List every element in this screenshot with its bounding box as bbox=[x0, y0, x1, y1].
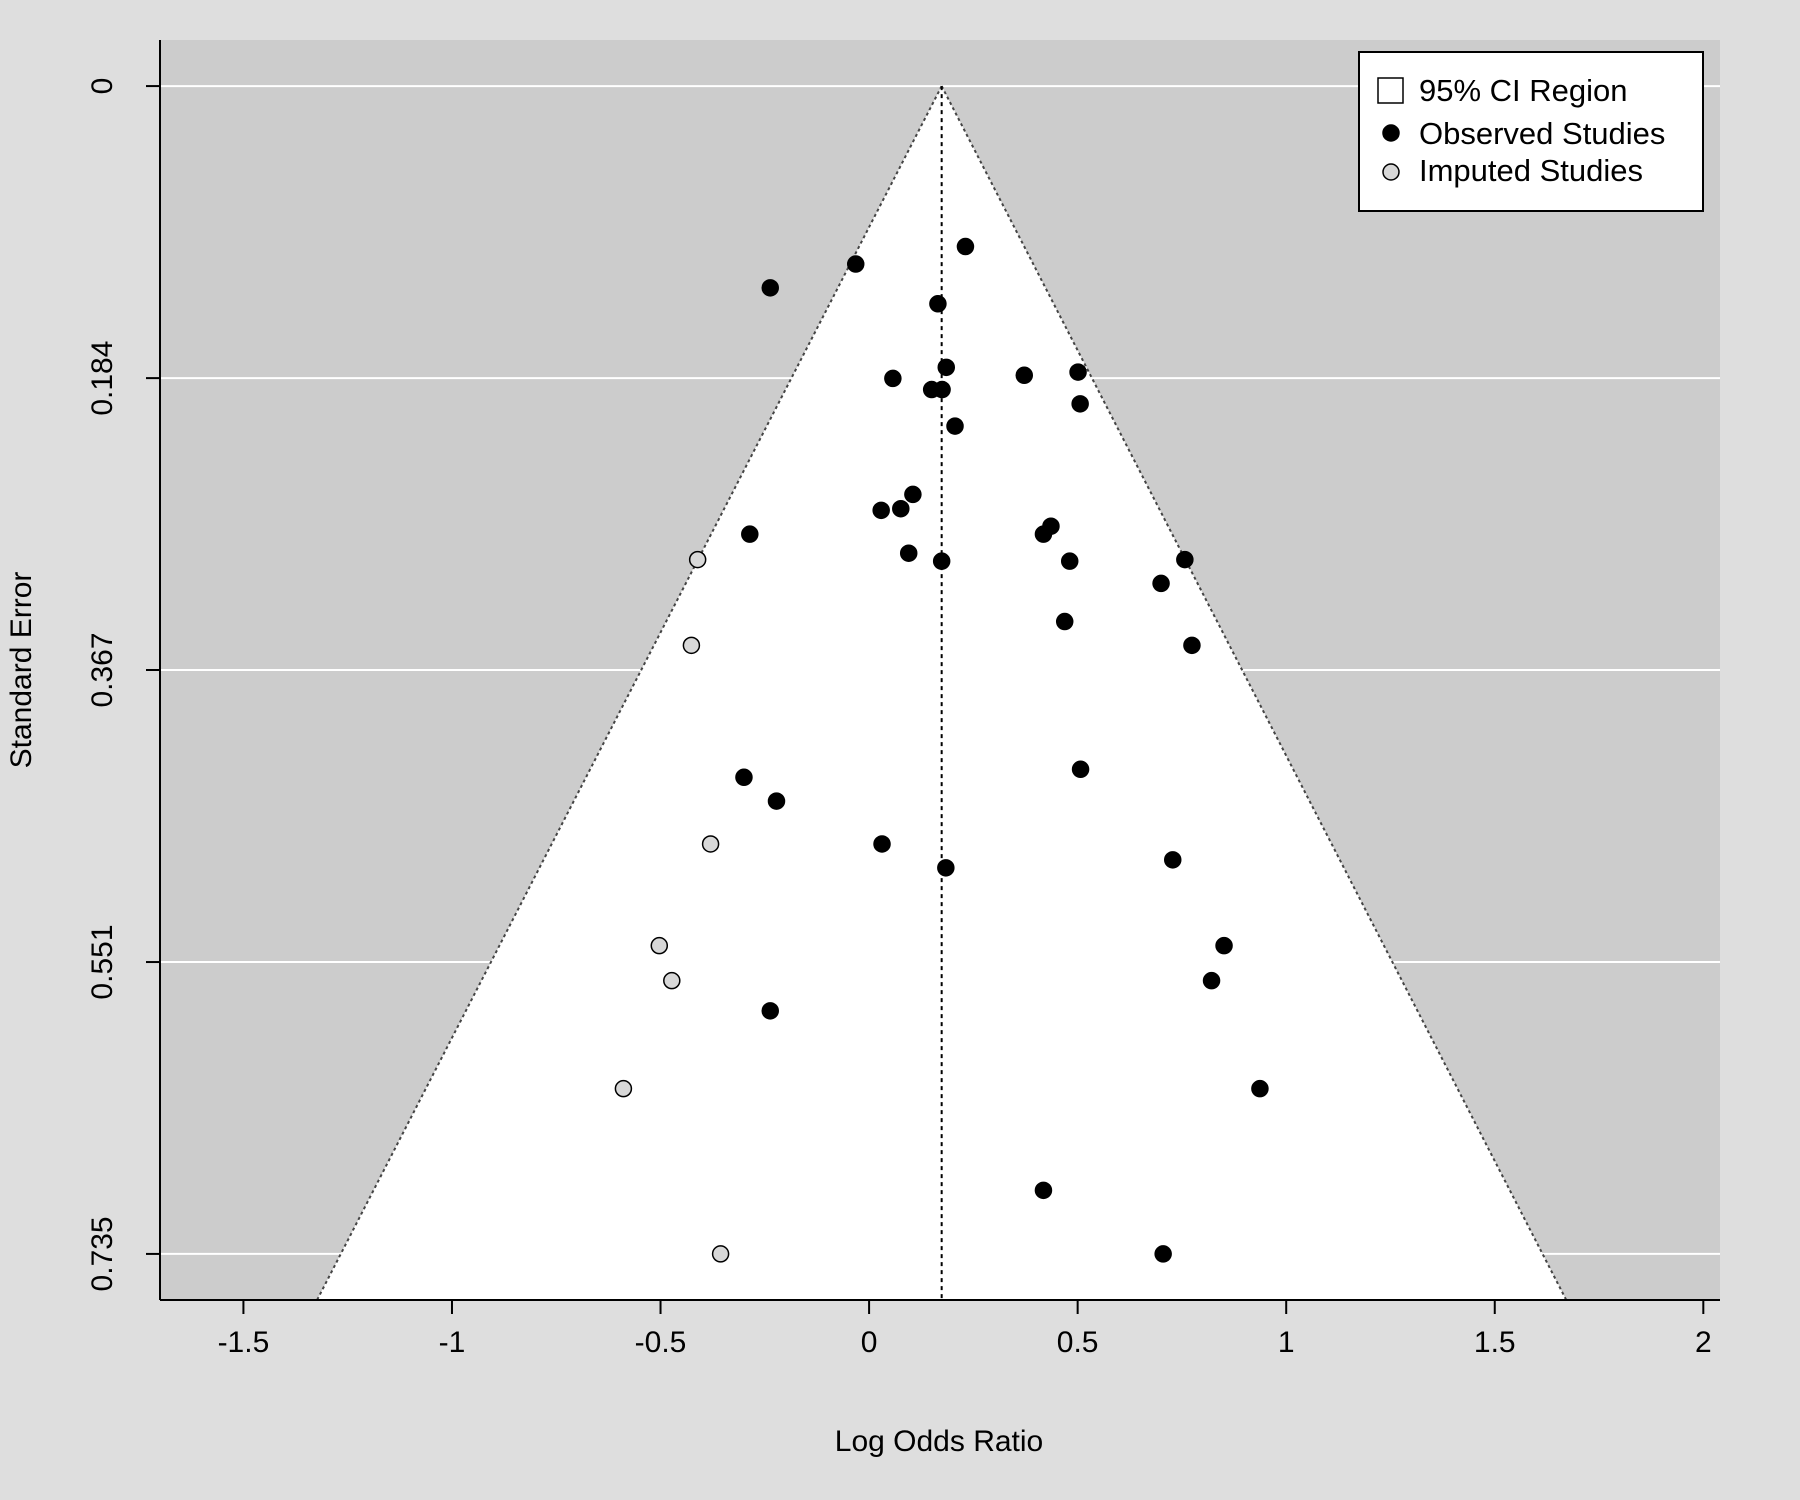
imputed-study-point-6 bbox=[711, 1245, 730, 1263]
y-tick-label-3: 0.551 bbox=[86, 925, 119, 1000]
x-tick-label-7: 2 bbox=[1695, 1326, 1712, 1359]
observed-study-point-4 bbox=[937, 358, 956, 377]
observed-study-point-27 bbox=[767, 792, 786, 810]
legend: 95% CI Region Observed Studies Imputed S… bbox=[1358, 51, 1704, 212]
imputed-study-point-4 bbox=[663, 971, 681, 990]
x-tick-label-2: -0.5 bbox=[635, 1326, 687, 1359]
observed-study-point-17 bbox=[1034, 525, 1053, 543]
observed-study-point-22 bbox=[1152, 574, 1170, 593]
x-tick-label-5: 1 bbox=[1278, 1326, 1295, 1359]
observed-study-point-20 bbox=[1060, 552, 1079, 570]
observed-study-point-10 bbox=[1071, 395, 1089, 413]
axes: Log Odds Ratio Standard Error -1.5 -1 -0.5… bbox=[5, 40, 1720, 1458]
y-tick-label-4: 0.735 bbox=[86, 1216, 119, 1291]
observed-study-point-33 bbox=[761, 1002, 779, 1020]
legend-observed-marker bbox=[1382, 124, 1400, 142]
observed-study-point-31 bbox=[1215, 936, 1233, 955]
observed-study-point-29 bbox=[937, 859, 955, 877]
observed-study-point-2 bbox=[761, 279, 779, 297]
x-tick-label-0: -1.5 bbox=[218, 1326, 270, 1359]
observed-study-point-1 bbox=[846, 255, 865, 273]
data-points bbox=[614, 237, 1269, 1263]
observed-study-point-0 bbox=[956, 237, 975, 256]
legend-imputed-label: Imputed Studies bbox=[1419, 153, 1643, 188]
observed-study-point-6 bbox=[1015, 366, 1034, 385]
x-tick-label-6: 1.5 bbox=[1474, 1326, 1516, 1359]
observed-study-point-34 bbox=[1251, 1079, 1269, 1098]
observed-study-point-26 bbox=[735, 768, 753, 787]
ci-funnel-fill bbox=[317, 86, 1567, 1300]
observed-study-point-30 bbox=[1163, 851, 1182, 869]
observed-study-point-3 bbox=[929, 295, 947, 313]
legend-observed-label: Observed Studies bbox=[1419, 116, 1665, 151]
x-tick-label-1: -1 bbox=[439, 1326, 466, 1359]
imputed-study-point-2 bbox=[701, 835, 720, 853]
legend-ci-region-marker bbox=[1377, 77, 1404, 104]
observed-study-point-15 bbox=[741, 525, 759, 543]
imputed-study-point-1 bbox=[682, 636, 701, 655]
y-axis-label: Standard Error bbox=[5, 572, 38, 769]
observed-study-point-18 bbox=[899, 544, 918, 562]
y-tick-label-1: 0.184 bbox=[86, 341, 119, 416]
imputed-study-point-0 bbox=[688, 550, 707, 569]
plot-area bbox=[160, 40, 1720, 1300]
imputed-study-point-3 bbox=[650, 936, 669, 955]
observed-study-point-14 bbox=[892, 499, 910, 518]
legend-imputed-marker bbox=[1382, 163, 1400, 181]
observed-study-point-21 bbox=[1176, 550, 1194, 569]
observed-study-point-36 bbox=[1154, 1245, 1172, 1263]
legend-ci-region-label: 95% CI Region bbox=[1419, 73, 1628, 108]
observed-study-point-7 bbox=[1069, 363, 1087, 381]
observed-study-point-25 bbox=[1071, 760, 1090, 779]
x-tick-label-3: 0 bbox=[861, 1326, 878, 1359]
observed-study-point-19 bbox=[932, 552, 951, 570]
observed-study-point-5 bbox=[884, 369, 902, 388]
observed-study-point-12 bbox=[904, 485, 922, 504]
observed-study-point-35 bbox=[1034, 1181, 1053, 1200]
imputed-study-point-5 bbox=[614, 1079, 633, 1098]
observed-study-point-13 bbox=[872, 501, 890, 520]
observed-study-point-28 bbox=[873, 835, 891, 853]
x-tick-label-4: 0.5 bbox=[1057, 1326, 1099, 1359]
legend-box bbox=[1358, 51, 1704, 212]
y-tick-label-0: 0 bbox=[86, 78, 119, 95]
observed-study-point-9 bbox=[933, 380, 951, 399]
observed-study-point-23 bbox=[1055, 612, 1074, 631]
y-tick-label-2: 0.367 bbox=[86, 632, 119, 707]
observed-study-point-32 bbox=[1202, 971, 1221, 990]
x-axis-label: Log Odds Ratio bbox=[835, 1425, 1043, 1458]
observed-study-point-11 bbox=[946, 417, 964, 435]
observed-study-point-24 bbox=[1183, 636, 1201, 655]
